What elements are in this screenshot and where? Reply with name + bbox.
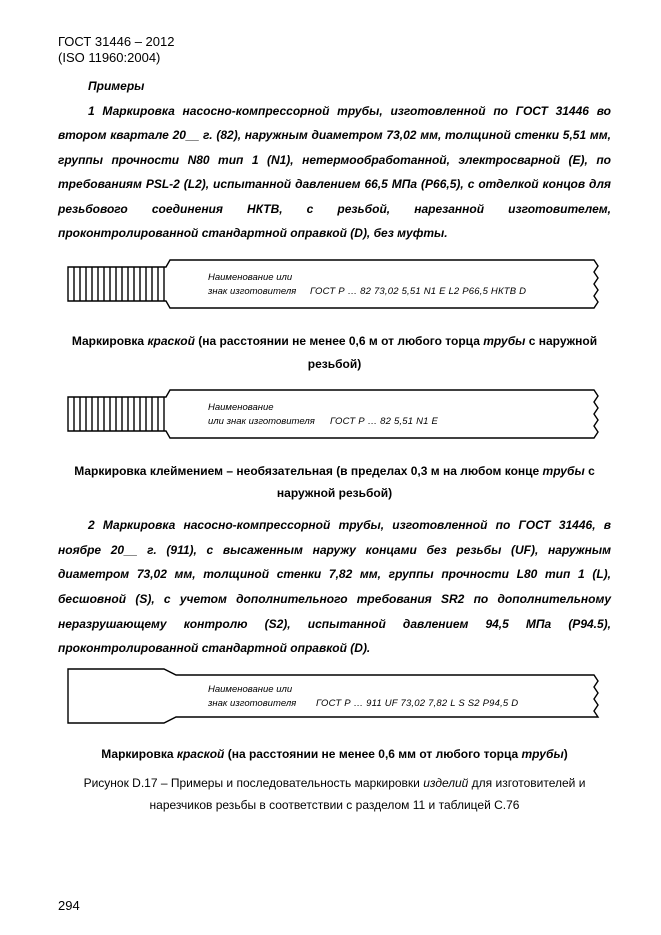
figure-3: Наименование или знак изготовителя ГОСТ … <box>58 665 611 727</box>
fig3-code: ГОСТ Р … 911 UF 73,02 7,82 L S S2 P94,5 … <box>316 698 518 709</box>
fig1-label-2: знак изготовителя <box>207 286 296 297</box>
thread-hatch <box>74 397 164 431</box>
header-line-2: (ISO 11960:2004) <box>58 50 611 66</box>
fig2-label-2: или знак изготовителя <box>208 416 315 427</box>
fig1-label-1: Наименование или <box>208 272 293 283</box>
caption-2: Маркировка клеймением – необязательная (… <box>58 460 611 506</box>
pipe-outline <box>68 390 598 438</box>
fig3-label-2: знак изготовителя <box>207 698 296 709</box>
page: ГОСТ 31446 – 2012 (ISO 11960:2004) Приме… <box>0 0 661 935</box>
pipe-diagram-1: Наименование или знак изготовителя ГОСТ … <box>58 254 610 316</box>
thread-hatch <box>74 267 164 301</box>
example-1-text: 1 Маркировка насосно-компрессорной трубы… <box>58 99 611 247</box>
caption-3: Маркировка краской (на расстоянии не мен… <box>58 743 611 766</box>
fig3-label-1: Наименование или <box>208 684 293 695</box>
page-number: 294 <box>58 898 80 913</box>
pipe-outline <box>68 260 598 308</box>
figure-label: Рисунок D.17 – Примеры и последовательно… <box>58 772 611 818</box>
pipe-outline <box>68 669 598 723</box>
fig1-code: ГОСТ Р … 82 73,02 5,51 N1 E L2 P66,5 НКТ… <box>310 286 526 297</box>
figure-2: Наименование или знак изготовителя ГОСТ … <box>58 384 611 446</box>
figure-1: Наименование или знак изготовителя ГОСТ … <box>58 254 611 316</box>
fig2-label-1: Наименование <box>208 402 274 413</box>
pipe-diagram-2: Наименование или знак изготовителя ГОСТ … <box>58 384 610 446</box>
caption-1: Маркировка краской (на расстоянии не мен… <box>58 330 611 376</box>
examples-title: Примеры <box>88 79 611 93</box>
example-2-text: 2 Маркировка насосно-компрессорной трубы… <box>58 513 611 661</box>
pipe-diagram-3: Наименование или знак изготовителя ГОСТ … <box>58 665 610 727</box>
fig2-code: ГОСТ Р … 82 5,51 N1 E <box>330 416 438 427</box>
header-line-1: ГОСТ 31446 – 2012 <box>58 34 611 50</box>
